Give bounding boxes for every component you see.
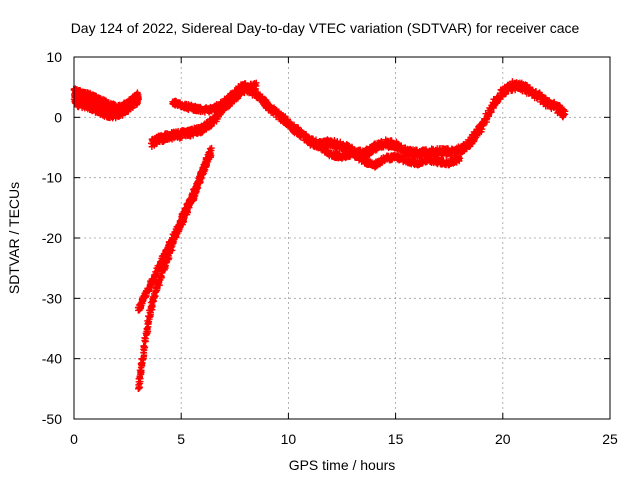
band-mark — [560, 112, 567, 119]
x-tick-label: 15 — [388, 431, 404, 447]
band-mark — [179, 217, 186, 225]
series-layer — [70, 78, 569, 393]
band-mark — [494, 99, 501, 106]
x-tick-label: 20 — [495, 431, 511, 447]
band-mark — [136, 374, 144, 381]
series-arc-early-upper — [70, 85, 142, 113]
y-tick-label: 0 — [54, 109, 62, 125]
x-tick-label: 10 — [281, 431, 297, 447]
band-mark — [560, 106, 568, 113]
series-arc-evening — [456, 78, 569, 157]
band-mark — [141, 343, 149, 351]
band-mark — [134, 92, 141, 100]
series-arc-afternoon — [242, 82, 464, 161]
x-tick-label: 25 — [602, 431, 618, 447]
band-mark — [135, 96, 142, 103]
y-tick-label: -30 — [42, 290, 62, 306]
y-axis-label: SDTVAR / TECUs — [6, 182, 22, 294]
series-arc-mid-rise — [134, 155, 211, 314]
y-tick-label: -50 — [42, 411, 62, 427]
band-mark — [203, 155, 210, 163]
band-mark — [144, 325, 151, 332]
y-tick-label: 10 — [46, 49, 62, 65]
band-mark — [262, 98, 270, 105]
band-mark — [137, 367, 145, 374]
chart-title: Day 124 of 2022, Sidereal Day-to-day VTE… — [71, 20, 580, 36]
band-mark — [207, 152, 215, 159]
band-mark — [176, 225, 183, 232]
band-mark — [151, 274, 158, 282]
band-mark — [487, 108, 495, 115]
band-mark — [162, 262, 169, 269]
y-tick-label: -10 — [42, 170, 62, 186]
series-arc-midday-upper — [169, 80, 249, 116]
band-mark — [135, 381, 142, 389]
series-arc-afternoon-lower — [317, 143, 464, 171]
band-mark — [186, 204, 193, 211]
band-mark — [485, 112, 492, 120]
band-mark — [251, 86, 259, 94]
x-axis-label: GPS time / hours — [289, 457, 396, 473]
band-mark — [145, 319, 152, 327]
y-tick-label: -40 — [42, 351, 62, 367]
band-mark — [208, 144, 215, 152]
x-tick-label: 5 — [177, 431, 185, 447]
x-tick-label: 0 — [70, 431, 78, 447]
plot-frame — [73, 56, 611, 420]
band-mark — [455, 155, 462, 163]
y-tick-label: -20 — [42, 230, 62, 246]
band-mark — [206, 151, 214, 158]
